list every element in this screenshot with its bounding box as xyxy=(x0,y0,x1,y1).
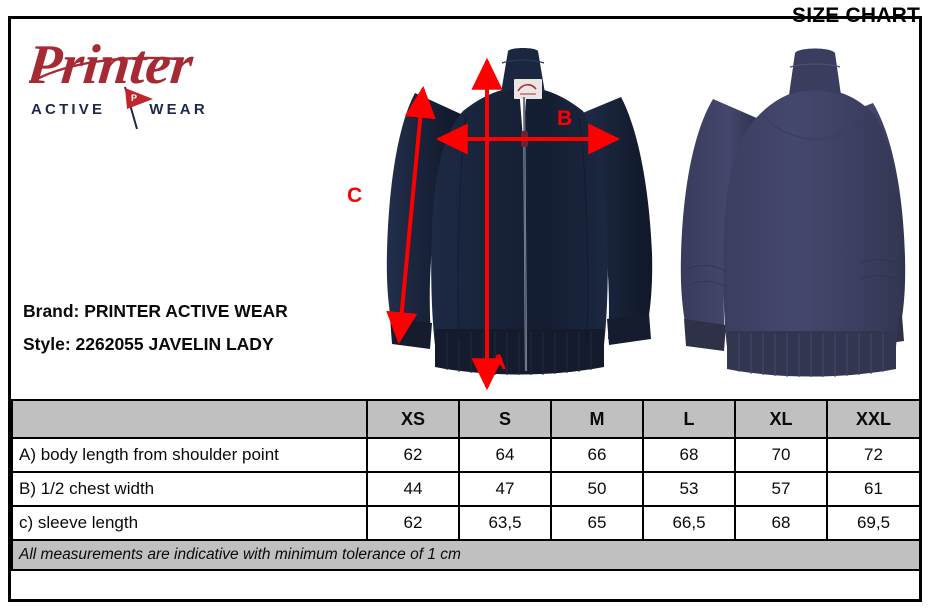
arrow-c-line xyxy=(386,85,436,345)
header-cell-m: M xyxy=(550,399,644,439)
cell-a-xl: 70 xyxy=(734,437,828,473)
cell-c-l: 66,5 xyxy=(642,505,736,541)
brand-line: Brand: PRINTER ACTIVE WEAR xyxy=(23,301,288,321)
table-row: A) body length from shoulder point 62 64… xyxy=(11,437,921,473)
measure-label-b: B xyxy=(557,107,573,130)
header-cell-l: L xyxy=(642,399,736,439)
cell-c-m: 65 xyxy=(550,505,644,541)
svg-text:Printer: Printer xyxy=(29,34,197,96)
jacket-front-view xyxy=(386,48,653,375)
table-row: B) 1/2 chest width 44 47 50 53 57 61 xyxy=(11,471,921,507)
cell-a-m: 66 xyxy=(550,437,644,473)
header-cell-s: S xyxy=(458,399,552,439)
table-row: c) sleeve length 62 63,5 65 66,5 68 69,5 xyxy=(11,505,921,541)
row-label-a: A) body length from shoulder point xyxy=(11,437,368,473)
svg-text:P: P xyxy=(131,93,137,103)
row-label-b: B) 1/2 chest width xyxy=(11,471,368,507)
cell-c-xl: 68 xyxy=(734,505,828,541)
printer-script-logo: Printer xyxy=(29,34,197,96)
cell-b-xs: 44 xyxy=(366,471,460,507)
table-header-row: XS S M L XL XXL xyxy=(11,399,921,439)
measure-label-a: A xyxy=(491,351,507,374)
logo-word-wear: WEAR xyxy=(149,100,208,118)
header-cell-xl: XL xyxy=(734,399,828,439)
header-cell-blank xyxy=(11,399,368,439)
active-wear-wordmark: ACTIVE WEAR xyxy=(31,95,227,123)
page-title: SIZE CHART xyxy=(792,4,920,27)
cell-a-l: 68 xyxy=(642,437,736,473)
jacket-back-view xyxy=(680,48,906,377)
row-label-c: c) sleeve length xyxy=(11,505,368,541)
cell-c-xs: 62 xyxy=(366,505,460,541)
product-info: Brand: PRINTER ACTIVE WEAR Style: 226205… xyxy=(23,295,363,361)
size-table: XS S M L XL XXL A) body length from shou… xyxy=(11,399,921,571)
cell-a-s: 64 xyxy=(458,437,552,473)
table-footnote-row: All measurements are indicative with min… xyxy=(11,539,921,571)
cell-c-s: 63,5 xyxy=(458,505,552,541)
measurement-arrows xyxy=(386,57,621,391)
cell-a-xs: 62 xyxy=(366,437,460,473)
cell-b-l: 53 xyxy=(642,471,736,507)
cell-a-xxl: 72 xyxy=(826,437,921,473)
cell-b-m: 50 xyxy=(550,471,644,507)
cell-b-xl: 57 xyxy=(734,471,828,507)
cell-c-xxl: 69,5 xyxy=(826,505,921,541)
header-cell-xxl: XXL xyxy=(826,399,921,439)
cell-b-s: 47 xyxy=(458,471,552,507)
pennant-flag-icon: P xyxy=(124,86,153,129)
cell-b-xxl: 61 xyxy=(826,471,921,507)
style-line: Style: 2262055 JAVELIN LADY xyxy=(23,334,274,354)
header-cell-xs: XS xyxy=(366,399,460,439)
logo-word-active: ACTIVE xyxy=(31,100,106,118)
chart-frame: Printer ACTIVE WEAR P Brand: PRINTER ACT… xyxy=(8,16,922,602)
brand-logo: Printer ACTIVE WEAR P xyxy=(29,33,229,129)
footnote-text: All measurements are indicative with min… xyxy=(11,539,921,571)
measure-label-c: C xyxy=(347,184,363,207)
